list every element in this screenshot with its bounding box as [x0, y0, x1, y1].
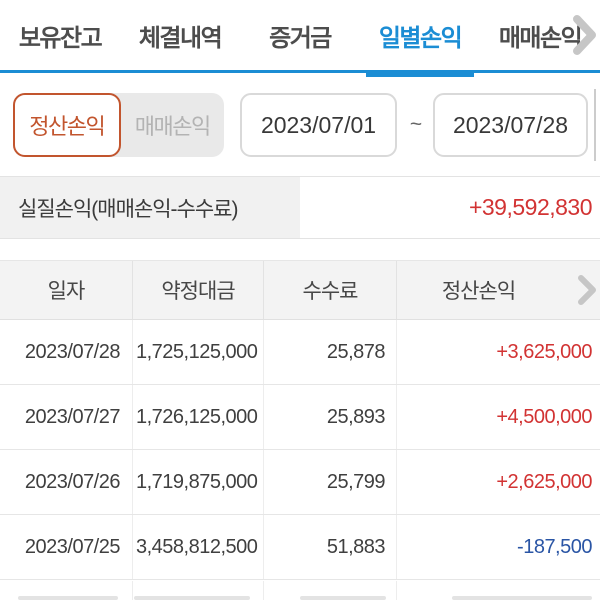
filter-bar: 정산손익 매매손익 2023/07/01 ~ 2023/07/28: [0, 75, 600, 175]
date-from-input[interactable]: 2023/07/01: [240, 93, 397, 157]
date-range-separator: ~: [409, 113, 423, 136]
tabs-more-chevron-icon[interactable]: [570, 13, 598, 57]
header-fee: 수수료: [263, 261, 396, 319]
pnl-type-toggle: 정산손익 매매손익: [13, 93, 224, 157]
cell-fee: 51,883: [263, 515, 396, 579]
cell-date: 2023/07/25: [24, 535, 121, 558]
tab-daily-pnl[interactable]: 일별손익: [360, 0, 480, 77]
table-header: 일자 약정대금 수수료 정산손익: [0, 260, 600, 320]
toggle-trading-pnl[interactable]: 매매손익: [121, 93, 225, 157]
clipped-text-top: [18, 596, 118, 600]
clipped-text-top: [300, 596, 386, 600]
cell-settlement-pnl: -187,500: [396, 515, 600, 579]
header-date: 일자: [47, 280, 86, 303]
tabbar-accent-line: [0, 70, 600, 73]
cell-contract-amount: 3,458,812,500: [132, 515, 263, 579]
cell-settlement-pnl: +2,625,000: [396, 450, 600, 514]
cell-date: 2023/07/28: [24, 340, 121, 363]
tab-executions[interactable]: 체결내역: [138, 24, 223, 52]
summary-row: 실질손익(매매손익-수수료) +39,592,830: [0, 176, 600, 239]
cell-contract-amount: 1,719,875,000: [132, 450, 263, 514]
header-contract-amount: 약정대금: [132, 261, 263, 319]
cell-fee: 25,878: [263, 320, 396, 384]
table-scroll-chevron-icon[interactable]: [576, 273, 598, 307]
table-row[interactable]: 2023/07/28 1,725,125,000 25,878 +3,625,0…: [0, 320, 600, 385]
table-row[interactable]: 2023/07/27 1,726,125,000 25,893 +4,500,0…: [0, 385, 600, 450]
clipped-text-top: [134, 596, 250, 600]
table-row[interactable]: 2023/07/25 3,458,812,500 51,883 -187,500: [0, 515, 600, 580]
tab-trading-pnl[interactable]: 매매손익: [498, 24, 583, 52]
cell-fee: 25,893: [263, 385, 396, 449]
table-row[interactable]: 2023/07/26 1,719,875,000 25,799 +2,625,0…: [0, 450, 600, 515]
cell-contract-amount: 1,725,125,000: [132, 320, 263, 384]
tab-margin[interactable]: 증거금: [269, 24, 332, 52]
cell-fee: 25,799: [263, 450, 396, 514]
cell-date: 2023/07/27: [24, 405, 121, 428]
net-pnl-label: 실질손익(매매손익-수수료): [0, 177, 300, 238]
tab-holdings[interactable]: 보유잔고: [18, 24, 103, 52]
tab-bar: 보유잔고 체결내역 증거금 일별손익 매매손익: [0, 0, 600, 77]
date-to-input[interactable]: 2023/07/28: [433, 93, 588, 157]
table-row-clipped: [0, 581, 600, 600]
net-pnl-value: +39,592,830: [300, 177, 600, 238]
toggle-settlement-pnl[interactable]: 정산손익: [13, 93, 121, 157]
clipped-text-top: [452, 596, 592, 600]
cell-settlement-pnl: +3,625,000: [396, 320, 600, 384]
header-settlement-pnl: 정산손익: [396, 261, 600, 319]
cell-contract-amount: 1,726,125,000: [132, 385, 263, 449]
cell-date: 2023/07/26: [24, 470, 121, 493]
right-edge-divider: [594, 89, 596, 161]
cell-settlement-pnl: +4,500,000: [396, 385, 600, 449]
